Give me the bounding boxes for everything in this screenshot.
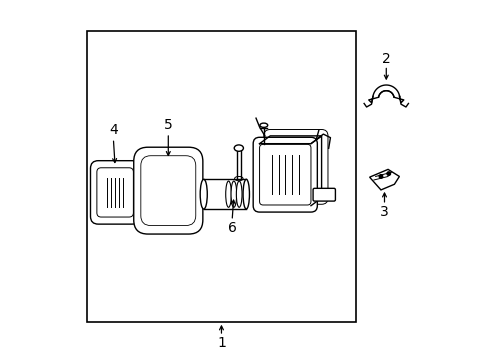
Ellipse shape <box>230 181 236 207</box>
Circle shape <box>386 172 390 175</box>
Bar <box>86 31 355 322</box>
Text: 6: 6 <box>227 221 236 235</box>
Text: 4: 4 <box>109 123 118 137</box>
FancyBboxPatch shape <box>133 147 203 234</box>
FancyBboxPatch shape <box>264 130 327 204</box>
FancyBboxPatch shape <box>97 168 133 217</box>
Circle shape <box>378 175 382 178</box>
Text: 1: 1 <box>217 336 225 350</box>
FancyBboxPatch shape <box>253 137 317 212</box>
Polygon shape <box>369 169 399 190</box>
FancyBboxPatch shape <box>141 156 195 226</box>
Ellipse shape <box>243 179 249 209</box>
Ellipse shape <box>234 145 243 151</box>
Text: 5: 5 <box>163 118 172 132</box>
Ellipse shape <box>234 176 243 181</box>
Ellipse shape <box>260 123 267 127</box>
Ellipse shape <box>236 181 242 207</box>
Ellipse shape <box>225 181 231 207</box>
Ellipse shape <box>200 179 207 209</box>
Text: 2: 2 <box>381 53 390 67</box>
Text: 3: 3 <box>379 205 388 219</box>
FancyBboxPatch shape <box>90 161 140 224</box>
FancyBboxPatch shape <box>312 188 335 201</box>
FancyBboxPatch shape <box>259 144 310 205</box>
